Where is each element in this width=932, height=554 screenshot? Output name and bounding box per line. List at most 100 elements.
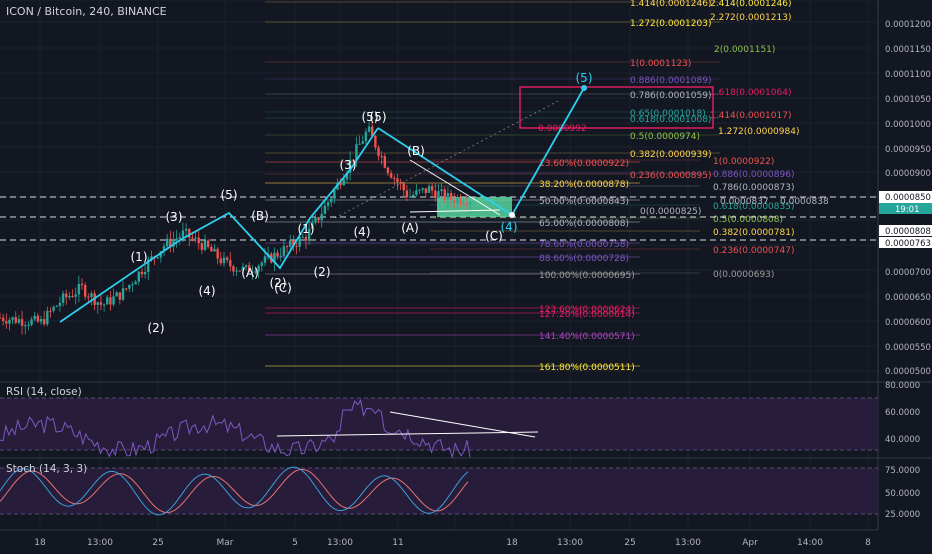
time-tick: 14:00: [797, 538, 823, 548]
fib-retracement-2-label: 0.618(0.0001008): [630, 115, 711, 125]
candle-body: [314, 217, 317, 223]
candle-body: [285, 246, 289, 248]
stoch-pane: 75.0000 50.0000 25.0000: [0, 466, 920, 520]
candle-body: [399, 181, 402, 184]
candle-body: [197, 237, 200, 244]
rsi-support-line: [276, 431, 539, 437]
trendline-label: 0.0000838: [780, 197, 829, 207]
candle-body: [386, 167, 390, 174]
candle-body: [361, 141, 364, 144]
candle-body: [99, 302, 103, 305]
candle-body: [244, 265, 248, 267]
candle-body: [282, 246, 286, 256]
wave-label: (4): [199, 284, 216, 298]
price-tick: 0.0000700: [885, 268, 931, 278]
candle-body: [380, 155, 383, 157]
candle-body: [143, 272, 147, 275]
candle-body: [134, 281, 137, 285]
candles: [0, 120, 472, 335]
candle-body: [216, 248, 219, 259]
candle-body: [232, 266, 235, 272]
candle-body: [128, 284, 131, 289]
candle-body: [194, 237, 197, 239]
countdown-badge: [879, 203, 932, 214]
candle-body: [74, 294, 77, 297]
candle-body: [80, 283, 84, 286]
candle-body: [115, 292, 118, 297]
candle-body: [257, 266, 260, 272]
stoch-k-line: [0, 466, 469, 516]
candle-body: [169, 238, 172, 247]
fib-retracement-2-label: 0.5(0.0000974): [630, 132, 700, 142]
candle-body: [333, 189, 336, 199]
wave-label: (C): [274, 281, 292, 295]
fib-retracement-label: 141.40%(0.0000571): [539, 332, 635, 342]
rsi-tick: 60.0000: [885, 408, 920, 418]
candle-body: [456, 197, 459, 204]
candle-body: [24, 325, 27, 327]
trendline-label: 0.0000837: [720, 197, 769, 207]
wave-label: (3): [340, 158, 357, 172]
wave-label: (5): [362, 110, 379, 124]
wave-label: (2): [270, 276, 287, 290]
countdown-value: 19:01: [895, 205, 920, 215]
candle-body: [276, 252, 279, 257]
candle-body: [109, 297, 112, 305]
fib-retracement-2-label: 0.236(0.0000895): [630, 171, 711, 181]
stoch-tick: 50.0000: [885, 489, 920, 499]
candle-body: [106, 297, 109, 305]
price-tick: 0.0001150: [885, 45, 931, 55]
candle-body: [49, 310, 52, 312]
candle-body: [71, 296, 74, 298]
candle-body: [279, 255, 282, 257]
time-tick: 13:00: [87, 538, 113, 548]
stoch-label: Stoch (14, 3, 3): [6, 463, 88, 475]
stoch-band: [0, 468, 878, 514]
fib-retracement-label: 88.60%(0.0000728): [539, 254, 629, 264]
candle-body: [453, 200, 456, 204]
wave-label: (1): [298, 222, 315, 236]
rsi-resistance-line: [389, 411, 536, 438]
last-price-badge: [879, 191, 932, 203]
candle-body: [446, 193, 450, 200]
fib-retracement-label: 127.20%(0.0000614): [539, 310, 635, 320]
candle-body: [415, 190, 418, 195]
fib-retracement-3-label: 0.236(0.0000747): [713, 246, 794, 256]
candle-body: [326, 202, 330, 206]
price-tick: 0.0001200: [885, 20, 931, 30]
candle-body: [307, 228, 311, 241]
candle-body: [367, 126, 371, 132]
candle-body: [247, 265, 251, 273]
wave-label: (C): [485, 229, 503, 243]
candle-body: [235, 270, 238, 272]
fib-retracement-label: 161.80%(0.0000511): [539, 363, 635, 373]
rsi-pane: 80.0000 60.0000 40.0000: [0, 381, 920, 460]
candle-body: [39, 319, 43, 322]
candle-body: [46, 310, 49, 325]
candle-body: [462, 203, 465, 205]
candle-body: [273, 252, 276, 263]
marker-value: 0.0000763: [885, 239, 931, 249]
last-price-value: 0.0000850: [885, 193, 931, 203]
candle-body: [459, 197, 462, 204]
marker-value: 0.0000808: [885, 227, 931, 237]
fib-retracement-label: 123.60%(0.0000624): [539, 305, 635, 315]
wave-labels: (1)(2)(3)(4)(5)(A)(B)(C)(1)(2)(2)(3)(4)(…: [131, 71, 593, 335]
candle-body: [137, 271, 140, 282]
candle-body: [238, 270, 241, 272]
time-tick: 25: [624, 538, 635, 548]
rsi-tick: 40.0000: [885, 435, 920, 445]
candle-body: [191, 237, 194, 239]
impulse-wave-line: [59, 127, 379, 323]
candle-body: [175, 238, 178, 240]
candle-body: [210, 246, 213, 252]
wave-label: (3): [166, 210, 183, 224]
fib-retracement-2-label: 1.272(0.0001203): [630, 19, 711, 29]
time-tick: Mar: [217, 538, 234, 548]
candle-body: [465, 204, 469, 206]
stoch-tick: 75.0000: [885, 466, 920, 476]
candle-body: [118, 292, 122, 300]
candle-body: [383, 156, 387, 168]
